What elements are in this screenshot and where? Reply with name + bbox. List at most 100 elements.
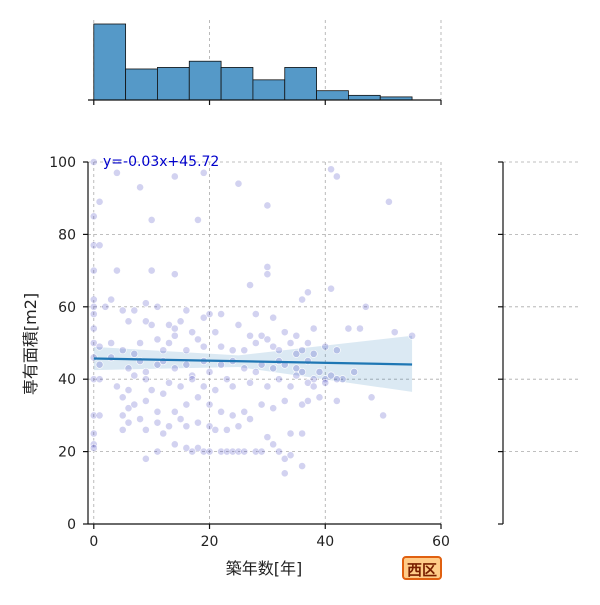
scatter-point: [280, 469, 289, 478]
scatter-point: [89, 266, 98, 275]
scatter-point: [130, 306, 139, 315]
scatter-point: [170, 364, 179, 373]
scatter-point: [182, 346, 191, 355]
scatter-point: [298, 295, 307, 304]
scatter-point: [141, 375, 150, 384]
scatter-point: [147, 320, 156, 329]
scatter-point: [205, 447, 214, 456]
scatter-point: [165, 339, 173, 347]
scatter-point: [234, 447, 243, 456]
scatter-point: [124, 404, 133, 413]
axes: [83, 99, 504, 529]
scatter-point: [118, 306, 127, 315]
scatter-point: [113, 382, 121, 391]
scatter-point: [95, 197, 104, 206]
regression-line-path: [93, 357, 413, 366]
scatter-point: [240, 447, 249, 456]
scatter-point: [234, 320, 243, 329]
scatter-point: [315, 393, 324, 402]
scatter-point: [165, 320, 173, 329]
scatter-point: [269, 313, 278, 322]
scatter-point: [153, 447, 162, 456]
scatter-point: [211, 328, 220, 337]
scatter-point: [199, 313, 208, 322]
scatter-point: [113, 168, 121, 177]
confidence-band: [93, 335, 413, 392]
scatter-point: [240, 364, 249, 373]
scatter-point: [327, 284, 335, 293]
scatter-point: [361, 302, 370, 311]
scatter-point: [321, 378, 330, 387]
scatter-point: [269, 404, 278, 413]
x-tick-label: 40: [316, 534, 334, 550]
scatter-point: [269, 342, 278, 351]
scatter-point: [194, 335, 202, 344]
scatter-point: [240, 346, 249, 355]
scatter-point: [153, 418, 162, 427]
scatter-point: [95, 375, 104, 384]
scatter-point: [89, 212, 98, 221]
scatter-point: [367, 393, 376, 402]
scatter-point: [275, 447, 283, 456]
x-tick-label: 60: [432, 534, 450, 550]
scatter-point: [292, 371, 301, 380]
scatter-point: [251, 368, 260, 376]
scatter-point: [89, 444, 98, 452]
scatter-point: [263, 433, 272, 442]
scatter-point: [130, 349, 139, 358]
tick-labels: 0 20 40 60 0 20 40 60 80 100: [49, 155, 450, 550]
scatter-point: [222, 425, 231, 434]
scatter-point: [89, 302, 98, 311]
scatter-point: [263, 270, 272, 279]
scatter-point: [95, 411, 104, 420]
scatter-point: [390, 328, 399, 337]
scatter-point: [170, 172, 179, 181]
region-badge: 西区: [402, 556, 442, 580]
scatter-point: [118, 425, 127, 434]
scatter-point: [130, 371, 139, 380]
scatter-point: [170, 440, 179, 449]
scatter-point: [147, 216, 156, 224]
scatter-point: [211, 425, 220, 434]
scatter-point: [217, 360, 225, 369]
scatter-point: [228, 447, 237, 456]
scatter-points: [89, 158, 416, 478]
scatter-point: [205, 310, 214, 318]
scatter-point: [251, 339, 260, 347]
x-marginal-histogram: [93, 23, 413, 101]
scatter-point: [309, 349, 318, 358]
scatter-point: [217, 310, 225, 318]
scatter-point: [113, 266, 121, 275]
scatter-point: [182, 400, 191, 409]
scatter-point: [182, 444, 191, 452]
scatter-point: [205, 400, 214, 409]
scatter-point: [89, 339, 98, 347]
scatter-point: [136, 183, 144, 192]
scatter-point: [194, 393, 202, 402]
scatter-point: [199, 382, 208, 391]
scatter-point: [356, 324, 364, 333]
scatter-point: [159, 357, 168, 365]
scatter-point: [263, 263, 272, 271]
scatter-point: [107, 353, 116, 362]
x-tick-label: 0: [89, 534, 98, 550]
scatter-point: [136, 339, 144, 347]
scatter-point: [182, 306, 191, 315]
scatter-point: [199, 447, 208, 456]
scatter-point: [257, 400, 266, 409]
scatter-point: [199, 168, 208, 177]
x-hist-bar: [93, 23, 127, 101]
scatter-point: [298, 368, 307, 376]
scatter-point: [344, 324, 353, 333]
scatter-point: [251, 447, 260, 456]
scatter-point: [194, 418, 202, 427]
scatter-point: [182, 422, 191, 431]
scatter-point: [332, 397, 341, 405]
scatter-point: [234, 179, 243, 188]
x-hist-bar: [188, 60, 222, 101]
scatter-point: [124, 386, 133, 394]
scatter-point: [240, 407, 249, 416]
scatter-point: [153, 360, 162, 369]
x-hist-bar: [220, 67, 254, 101]
